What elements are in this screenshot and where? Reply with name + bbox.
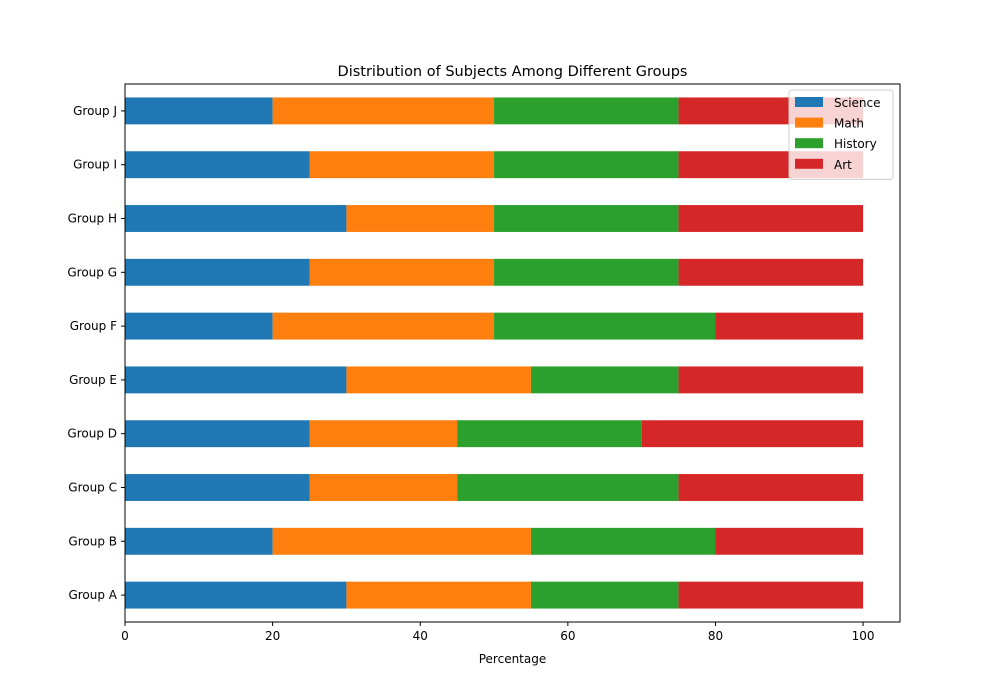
bar-group-i-history <box>494 151 679 179</box>
bar-group-h-art <box>678 205 864 232</box>
bar-group-j-science <box>125 97 273 125</box>
bar-group-c-history <box>457 474 679 501</box>
y-tick-label: Group D <box>67 427 117 441</box>
legend-label-science: Science <box>834 96 881 110</box>
plot-frame <box>124 83 901 623</box>
x-tick-label: 60 <box>560 629 575 643</box>
bar-group-j-math <box>272 97 495 125</box>
bar-group-a-history <box>530 581 679 609</box>
x-axis-title: Percentage <box>479 652 547 666</box>
bar-group-b-science <box>125 527 273 555</box>
y-tick-label: Group G <box>67 265 117 279</box>
bar-group-e-math <box>346 366 531 394</box>
x-tick-label: 80 <box>708 629 723 643</box>
bar-group-h-history <box>494 205 679 232</box>
bar-group-i-science <box>125 151 310 179</box>
bar-group-g-art <box>678 258 864 286</box>
y-tick-label: Group A <box>68 588 117 602</box>
x-tick-label: 100 <box>852 629 875 643</box>
bar-group-h-math <box>346 205 495 232</box>
bar-group-j-history <box>494 97 679 125</box>
bars-layer <box>125 97 864 609</box>
bar-group-d-art <box>641 420 864 448</box>
bar-group-i-math <box>309 151 495 179</box>
bar-group-f-math <box>272 312 495 340</box>
bar-group-d-math <box>309 420 458 448</box>
x-tick-label: 0 <box>121 629 129 643</box>
y-tick-label: Group J <box>73 104 117 118</box>
x-tick-label: 20 <box>265 629 280 643</box>
bar-group-b-math <box>272 527 531 555</box>
bar-group-f-science <box>125 312 273 340</box>
bar-group-f-art <box>715 312 864 340</box>
y-tick-label: Group C <box>68 481 117 495</box>
y-tick-label: Group E <box>69 373 117 387</box>
bar-group-a-science <box>125 581 347 609</box>
bar-group-e-science <box>125 366 347 394</box>
x-tick-label: 40 <box>413 629 428 643</box>
legend-swatch-science <box>795 97 823 107</box>
legend-swatch-history <box>795 138 823 149</box>
axes-layer: 0 20 40 60 80 100 Group A Group B Group C Group D… <box>67 83 901 643</box>
bar-group-h-science <box>125 205 347 232</box>
y-tick-label: Group B <box>68 534 117 548</box>
bar-group-c-art <box>678 474 864 501</box>
bar-group-a-math <box>346 581 531 609</box>
bar-group-e-art <box>678 366 864 394</box>
legend-label-history: History <box>834 137 877 151</box>
bar-group-g-math <box>309 258 495 286</box>
legend: Science Math History Art <box>788 89 894 180</box>
legend-box <box>788 89 894 180</box>
y-tick-label: Group F <box>70 319 117 333</box>
bar-group-c-science <box>125 474 310 501</box>
bar-group-e-history <box>530 366 679 394</box>
y-tick-label: Group I <box>73 158 117 172</box>
y-tick-label: Group H <box>68 212 117 226</box>
legend-label-math: Math <box>834 117 864 131</box>
bar-group-g-history <box>494 258 679 286</box>
bar-group-a-art <box>678 581 864 609</box>
bar-group-f-history <box>494 312 716 340</box>
bar-group-d-history <box>457 420 642 448</box>
legend-label-art: Art <box>834 158 852 172</box>
bar-group-d-science <box>125 420 310 448</box>
bar-group-b-art <box>715 527 864 555</box>
bar-group-b-history <box>530 527 716 555</box>
legend-swatch-math <box>795 117 823 128</box>
legend-swatch-art <box>795 158 823 169</box>
bar-group-g-science <box>125 258 310 286</box>
chart-title: Distribution of Subjects Among Different… <box>338 64 688 80</box>
bar-group-c-math <box>309 474 458 501</box>
